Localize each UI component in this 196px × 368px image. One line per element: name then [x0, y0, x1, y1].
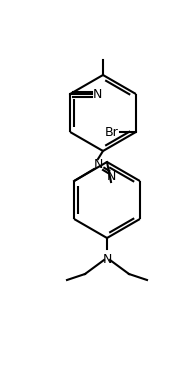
Text: N: N	[93, 159, 103, 171]
Text: Br: Br	[105, 125, 119, 138]
Text: N: N	[93, 88, 103, 100]
Text: N: N	[106, 170, 116, 184]
Text: N: N	[102, 253, 112, 266]
